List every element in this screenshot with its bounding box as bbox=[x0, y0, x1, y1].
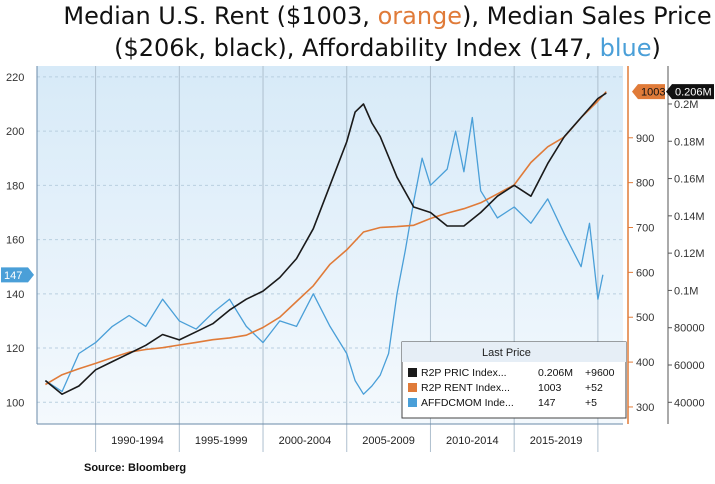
price-last-value-marker-bg bbox=[666, 84, 714, 100]
legend-swatch bbox=[408, 383, 417, 392]
blue-last-value-marker-text: 147 bbox=[4, 270, 22, 282]
price-tick-label: 80000 bbox=[674, 323, 705, 335]
rent-last-value-marker-text: 1003 bbox=[641, 87, 665, 99]
price-tick-label: 0.18M bbox=[674, 136, 705, 148]
left-tick-label: 100 bbox=[6, 397, 24, 409]
title-orange-word: orange bbox=[377, 2, 463, 30]
x-period-label: 2005-2009 bbox=[362, 435, 415, 447]
legend-swatch bbox=[408, 368, 417, 377]
legend-entry-change: +52 bbox=[585, 382, 603, 394]
legend-entry-last: 147 bbox=[538, 397, 556, 409]
title-line-2: ($206k, black), Affordability Index (147… bbox=[114, 34, 661, 62]
legend-title: Last Price bbox=[482, 347, 531, 359]
blue-last-value-marker: 147 bbox=[1, 267, 34, 283]
legend-header bbox=[402, 342, 626, 362]
left-tick-label: 120 bbox=[6, 343, 24, 355]
x-period-label: 1990-1994 bbox=[111, 435, 164, 447]
line-chart: 100 120 140 160 180 200 220 300 400 500 600 700 800 9… bbox=[1, 66, 714, 452]
price-tick-label: 60000 bbox=[674, 360, 705, 372]
rent-tick-label: 500 bbox=[636, 312, 654, 324]
left-tick-label: 200 bbox=[6, 126, 24, 138]
left-tick-label: 220 bbox=[6, 72, 24, 84]
legend-swatch bbox=[408, 398, 417, 407]
title-line-1: Median U.S. Rent ($1003, orange), Median… bbox=[63, 2, 712, 30]
price-tick-label: 0.2M bbox=[674, 99, 698, 111]
x-period-label: 1995-1999 bbox=[195, 435, 248, 447]
legend-entry-change: +9600 bbox=[585, 367, 615, 379]
series-line-r2p-pric-index bbox=[44, 92, 607, 396]
rent-tick-label: 700 bbox=[636, 223, 654, 235]
rent-tick-label: 600 bbox=[636, 267, 654, 279]
legend-entry-last: 0.206M bbox=[538, 367, 573, 379]
rent-last-value-marker-bg bbox=[632, 84, 665, 100]
rent-tick-label: 400 bbox=[636, 357, 654, 369]
left-tick-label: 140 bbox=[6, 289, 24, 301]
series-line-affdcmom-index bbox=[45, 116, 604, 395]
price-last-value-marker: 0.206M bbox=[666, 84, 714, 100]
x-period-label: 2000-2004 bbox=[279, 435, 332, 447]
title-blue-word: blue bbox=[599, 34, 652, 62]
x-period-label: 2010-2014 bbox=[446, 435, 499, 447]
legend-entry-last: 1003 bbox=[538, 382, 562, 394]
rent-tick-label: 900 bbox=[636, 133, 654, 145]
left-tick-label: 160 bbox=[6, 235, 24, 247]
left-tick-label: 180 bbox=[6, 180, 24, 192]
price-tick-label: 0.16M bbox=[674, 174, 705, 186]
rent-tick-label: 800 bbox=[636, 178, 654, 190]
legend-entry-name: AFFDCMOM Inde... bbox=[421, 397, 514, 409]
legend-entry-name: R2P RENT Index... bbox=[421, 382, 510, 394]
rent-tick-label: 300 bbox=[636, 402, 654, 414]
source-note: Source: Bloomberg bbox=[84, 462, 187, 474]
price-last-value-marker-text: 0.206M bbox=[675, 87, 712, 99]
blue-last-value-marker-bg bbox=[1, 267, 34, 283]
chart-title: Median U.S. Rent ($1003, orange), Median… bbox=[0, 0, 715, 66]
legend-entry-name: R2P PRIC Index... bbox=[421, 367, 507, 379]
x-period-label: 2015-2019 bbox=[530, 435, 583, 447]
series-line-r2p-rent-index bbox=[44, 91, 607, 386]
price-tick-label: 0.14M bbox=[674, 211, 705, 223]
price-tick-label: 40000 bbox=[674, 397, 705, 409]
price-tick-label: 0.12M bbox=[674, 248, 705, 260]
legend-entry-change: +5 bbox=[585, 397, 597, 409]
rent-last-value-marker: 1003 bbox=[632, 84, 665, 100]
price-tick-label: 0.1M bbox=[674, 285, 698, 297]
